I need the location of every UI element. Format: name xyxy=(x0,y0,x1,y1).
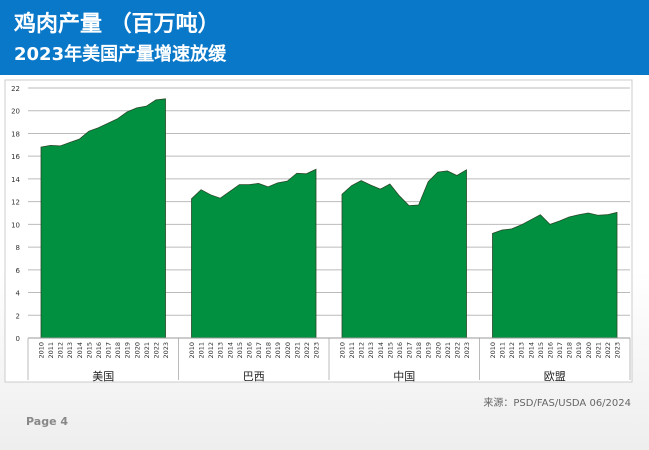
y-tick-label: 16 xyxy=(11,153,20,161)
x-tick-label: 2017 xyxy=(406,342,414,359)
x-tick-label: 2017 xyxy=(255,342,263,359)
source-note: 来源：PSD/FAS/USDA 06/2024 xyxy=(483,398,631,409)
category-label: 欧盟 xyxy=(544,370,566,383)
x-tick-label: 2010 xyxy=(489,342,497,359)
y-tick-label: 18 xyxy=(11,130,20,138)
x-tick-label: 2016 xyxy=(396,342,404,359)
x-tick-label: 2014 xyxy=(226,342,234,359)
y-tick-label: 12 xyxy=(11,199,20,207)
x-tick-label: 2018 xyxy=(114,342,122,359)
y-tick-label: 2 xyxy=(16,312,20,320)
page-number: Page 4 xyxy=(26,415,69,428)
x-tick-label: 2016 xyxy=(245,342,253,359)
area-中国 xyxy=(341,169,467,339)
x-tick-label: 2019 xyxy=(274,342,282,359)
category-label: 巴西 xyxy=(243,370,265,383)
y-tick-label: 14 xyxy=(11,176,20,184)
x-tick-label: 2018 xyxy=(415,342,423,359)
slide-title: 鸡肉产量 （百万吨） xyxy=(14,12,220,37)
x-tick-label: 2021 xyxy=(594,342,602,359)
x-tick-label: 2018 xyxy=(566,342,574,359)
header-banner: 鸡肉产量 （百万吨） 2023年美国产量增速放缓 xyxy=(0,0,649,75)
x-tick-label: 2013 xyxy=(518,342,526,359)
x-tick-label: 2011 xyxy=(348,342,356,359)
category-label: 中国 xyxy=(393,370,415,383)
x-tick-label: 2019 xyxy=(124,342,132,359)
x-tick-label: 2010 xyxy=(38,342,46,359)
y-tick-label: 4 xyxy=(16,290,21,298)
x-tick-label: 2012 xyxy=(358,342,366,359)
x-tick-label: 2011 xyxy=(499,342,507,359)
x-tick-label: 2023 xyxy=(614,342,622,359)
x-tick-label: 2023 xyxy=(463,342,471,359)
x-tick-label: 2013 xyxy=(367,342,375,359)
x-tick-label: 2016 xyxy=(546,342,554,359)
x-tick-label: 2015 xyxy=(537,342,545,359)
x-tick-label: 2020 xyxy=(284,342,292,359)
y-tick-label: 6 xyxy=(16,267,21,275)
x-tick-label: 2012 xyxy=(57,342,65,359)
x-tick-label: 2021 xyxy=(444,342,452,359)
y-tick-label: 20 xyxy=(11,108,20,116)
x-tick-label: 2015 xyxy=(386,342,394,359)
x-tick-label: 2010 xyxy=(188,342,196,359)
x-tick-label: 2021 xyxy=(143,342,151,359)
x-tick-label: 2013 xyxy=(66,342,74,359)
x-tick-label: 2020 xyxy=(434,342,442,359)
y-tick-label: 8 xyxy=(16,244,20,252)
area-巴西 xyxy=(191,168,317,339)
x-tick-label: 2020 xyxy=(585,342,593,359)
x-tick-label: 2014 xyxy=(76,342,84,359)
y-tick-label: 10 xyxy=(11,221,20,229)
x-tick-label: 2022 xyxy=(453,342,461,359)
x-tick-label: 2023 xyxy=(162,342,170,359)
x-tick-label: 2018 xyxy=(265,342,273,359)
y-tick-label: 0 xyxy=(16,335,20,343)
x-tick-label: 2017 xyxy=(556,342,564,359)
area-美国 xyxy=(40,98,166,339)
x-tick-label: 2015 xyxy=(236,342,244,359)
x-tick-label: 2012 xyxy=(508,342,516,359)
x-tick-label: 2019 xyxy=(425,342,433,359)
x-tick-label: 2013 xyxy=(217,342,225,359)
x-tick-label: 2019 xyxy=(575,342,583,359)
x-tick-label: 2010 xyxy=(339,342,347,359)
x-tick-label: 2015 xyxy=(85,342,93,359)
x-tick-label: 2020 xyxy=(133,342,141,359)
x-tick-label: 2016 xyxy=(95,342,103,359)
x-tick-label: 2022 xyxy=(152,342,160,359)
x-tick-label: 2022 xyxy=(604,342,612,359)
x-tick-label: 2011 xyxy=(47,342,55,359)
x-tick-label: 2017 xyxy=(105,342,113,359)
x-tick-label: 2023 xyxy=(313,342,321,359)
x-tick-label: 2011 xyxy=(198,342,206,359)
x-tick-label: 2012 xyxy=(207,342,215,359)
x-tick-label: 2021 xyxy=(293,342,301,359)
category-label: 美国 xyxy=(92,370,114,383)
slide-subtitle: 2023年美国产量增速放缓 xyxy=(14,44,227,65)
x-tick-label: 2022 xyxy=(303,342,311,359)
x-tick-label: 2014 xyxy=(377,342,385,359)
x-tick-label: 2014 xyxy=(527,342,535,359)
area-欧盟 xyxy=(492,211,618,339)
y-tick-label: 22 xyxy=(11,85,20,93)
